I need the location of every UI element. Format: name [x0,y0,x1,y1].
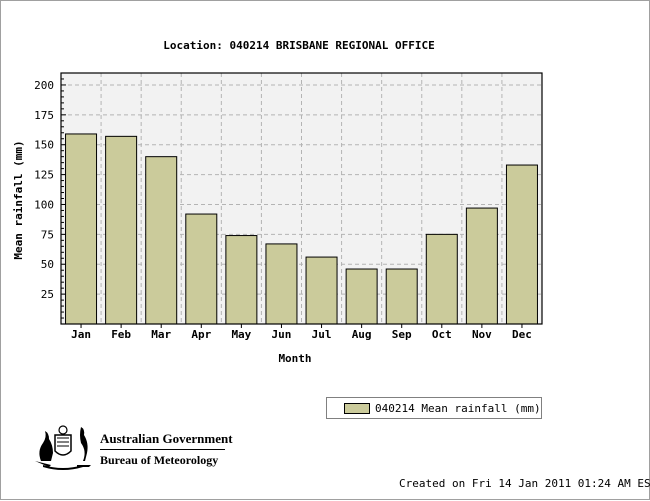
logo-bureau-text: Bureau of Meteorology [100,453,219,467]
legend-label: 040214 Mean rainfall (mm) [375,401,541,415]
bar-jul [305,256,338,325]
bar-jun [265,243,298,325]
bar-feb [105,135,138,325]
bar-sep [385,268,418,325]
y-axis-label: Mean rainfall (mm) [12,140,25,259]
bar-jan [65,133,98,325]
bar-mar [145,156,178,325]
x-tick-label: Apr [191,328,211,341]
logo-government-text: Australian Government [100,431,233,446]
y-tick-label: 25 [41,288,54,301]
plot-border [60,72,543,325]
bar-dec [505,164,538,325]
x-tick-label: Mar [151,328,171,341]
x-tick-label: Sep [392,328,412,341]
y-tick-label: 175 [34,109,54,122]
x-tick-label: Jun [272,328,292,341]
bar-apr [185,213,218,325]
chart-title: Location: 040214 BRISBANE REGIONAL OFFIC… [163,39,435,52]
bar-nov [465,207,498,325]
y-tick-label: 150 [34,139,54,152]
x-tick-label: Jan [71,328,91,341]
chart-legend: 040214 Mean rainfall (mm) [326,397,542,419]
x-tick-label: Jul [312,328,332,341]
bom-logo: Australian Government Bureau of Meteorol… [29,421,233,471]
bar-oct [425,233,458,325]
logo-divider [100,449,225,450]
y-tick-label: 100 [34,198,54,211]
x-tick-label: Aug [352,328,372,341]
x-tick-label: Nov [472,328,492,341]
created-timestamp: Created on Fri 14 Jan 2011 01:24 AM EST [399,477,650,490]
coat-of-arms-icon [35,425,91,470]
bar-aug [345,268,378,325]
bar-may [225,235,258,325]
y-tick-label: 75 [41,228,54,241]
y-tick-label: 125 [34,169,54,182]
x-tick-label: May [231,328,251,341]
y-tick-label: 50 [41,258,54,271]
legend-swatch [344,402,370,414]
x-axis-label: Month [278,352,311,365]
x-tick-label: Dec [512,328,532,341]
x-tick-label: Oct [432,328,452,341]
x-tick-label: Feb [111,328,131,341]
y-tick-label: 200 [34,79,54,92]
